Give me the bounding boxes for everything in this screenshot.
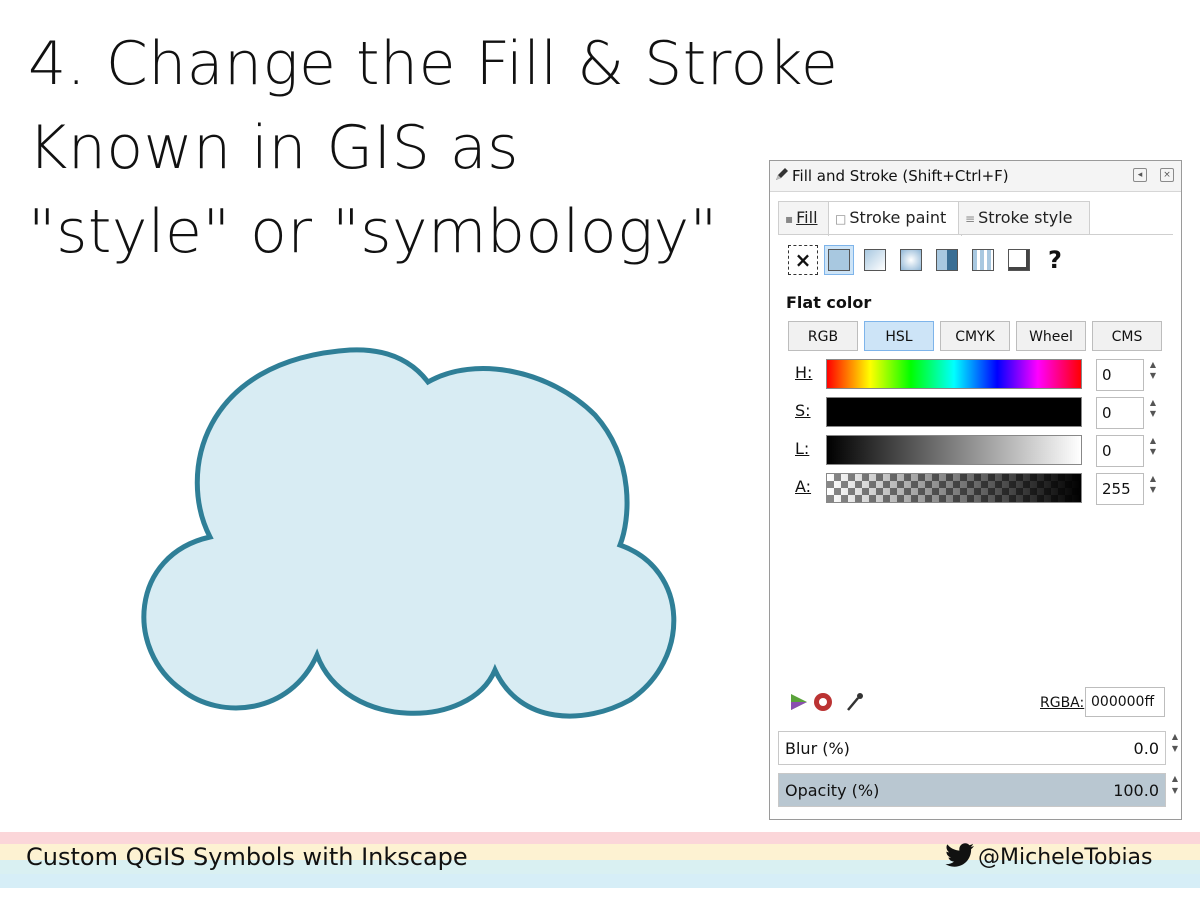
tab-stroke-style[interactable]: ≡ Stroke style	[958, 201, 1090, 234]
slider-label-s: S:	[795, 401, 811, 420]
tab-divider	[778, 234, 1173, 235]
pattern-icon[interactable]	[968, 245, 998, 275]
dialog-title: Fill and Stroke (Shift+Ctrl+F)	[792, 167, 1009, 185]
opacity-label: Opacity (%)	[785, 781, 880, 800]
unset-icon[interactable]: ?	[1048, 246, 1062, 274]
fill-stroke-dialog: Fill and Stroke (Shift+Ctrl+F) ◂ × ▪ Fill…	[769, 160, 1182, 820]
alpha-value-input[interactable]: 255	[1096, 473, 1144, 505]
stroke-style-tab-icon: ≡	[965, 212, 976, 226]
twitter-bird-icon	[945, 843, 974, 867]
linear-gradient-icon[interactable]	[860, 245, 890, 275]
footer-title: Custom QGIS Symbols with Inkscape	[26, 843, 468, 871]
hue-value-input[interactable]: 0	[1096, 359, 1144, 391]
eyedropper-icon[interactable]	[844, 691, 866, 713]
cloud-shape[interactable]	[120, 330, 700, 750]
lightness-spinner-icon[interactable]: ▲ ▼	[1149, 436, 1157, 456]
slider-label-a: A:	[795, 477, 812, 496]
none-icon[interactable]: ×	[788, 245, 818, 275]
hue-slider[interactable]	[826, 359, 1082, 389]
hue-spinner-icon[interactable]: ▲ ▼	[1149, 360, 1157, 380]
blur-value: 0.0	[1133, 739, 1159, 758]
out-of-gamut-icon[interactable]	[812, 691, 834, 713]
alpha-slider[interactable]	[826, 473, 1082, 503]
swatch-icon[interactable]	[1004, 245, 1034, 275]
title-line-3: "style" or "symbology"	[28, 197, 718, 267]
fill-tab-icon: ▪	[785, 212, 794, 226]
stripe-yellow	[0, 844, 1200, 860]
title-line-2: Known in GIS as	[28, 113, 519, 183]
mode-wheel[interactable]: Wheel	[1016, 321, 1086, 351]
tab-fill[interactable]: ▪ Fill	[778, 201, 832, 234]
blur-spinner-icon[interactable]: ▲ ▼	[1171, 732, 1179, 753]
lightness-slider[interactable]	[826, 435, 1082, 465]
opacity-spinner-icon[interactable]: ▲ ▼	[1171, 774, 1179, 795]
pen-icon	[776, 168, 788, 180]
opacity-value: 100.0	[1113, 781, 1159, 800]
flat-color-label: Flat color	[786, 293, 872, 312]
stripe-pink	[0, 832, 1200, 844]
title-line-1: 4. Change the Fill & Stroke	[28, 29, 839, 99]
rgba-label: RGBA:	[1040, 695, 1085, 711]
alpha-spinner-icon[interactable]: ▲ ▼	[1149, 474, 1157, 494]
collapse-icon[interactable]: ◂	[1133, 168, 1147, 182]
footer-handle-text: @MicheleTobias	[978, 845, 1153, 870]
mode-cmyk[interactable]: CMYK	[940, 321, 1010, 351]
close-icon[interactable]: ×	[1160, 168, 1174, 182]
mode-rgb[interactable]: RGB	[788, 321, 858, 351]
saturation-spinner-icon[interactable]: ▲ ▼	[1149, 398, 1157, 418]
saturation-slider[interactable]	[826, 397, 1082, 427]
slider-label-h: H:	[795, 363, 813, 382]
rgba-input[interactable]: 000000ff	[1085, 687, 1165, 717]
lightness-value-input[interactable]: 0	[1096, 435, 1144, 467]
mesh-icon[interactable]	[932, 245, 962, 275]
blur-label: Blur (%)	[785, 739, 850, 758]
stripe-blue	[0, 874, 1200, 888]
slide-title: 4. Change the Fill & Stroke Known in GIS…	[28, 22, 838, 274]
dialog-titlebar: Fill and Stroke (Shift+Ctrl+F) ◂ ×	[770, 161, 1181, 192]
footer-stripes	[0, 832, 1200, 888]
tab-stroke-paint[interactable]: □ Stroke paint	[828, 201, 962, 236]
footer-handle[interactable]: @MicheleTobias	[945, 843, 1153, 870]
flat-color-icon[interactable]	[824, 245, 854, 275]
radial-gradient-icon[interactable]	[896, 245, 926, 275]
slider-label-l: L:	[795, 439, 810, 458]
color-managed-icon[interactable]	[788, 691, 810, 713]
saturation-value-input[interactable]: 0	[1096, 397, 1144, 429]
stripe-mint	[0, 860, 1200, 874]
opacity-field[interactable]: Opacity (%) 100.0	[778, 773, 1166, 807]
mode-hsl[interactable]: HSL	[864, 321, 934, 351]
blur-field[interactable]: Blur (%) 0.0	[778, 731, 1166, 765]
cloud-path	[141, 347, 677, 719]
mode-cms[interactable]: CMS	[1092, 321, 1162, 351]
stroke-paint-tab-icon: □	[835, 212, 847, 226]
